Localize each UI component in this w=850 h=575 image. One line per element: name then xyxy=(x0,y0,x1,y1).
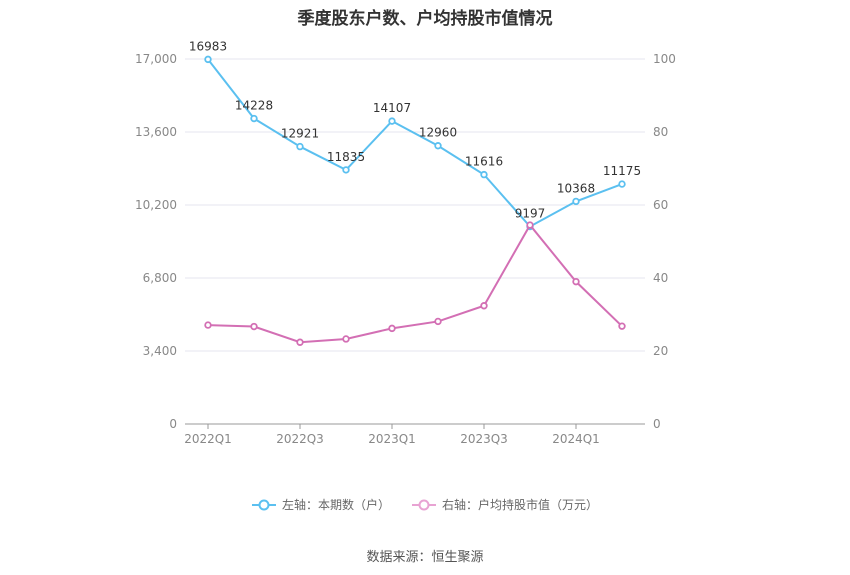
x-tick-label: 2023Q1 xyxy=(368,432,416,446)
right-axis-ticks: 0 20 40 60 80 100 xyxy=(653,52,676,431)
legend-item-avg-value[interactable]: 右轴：户均持股市值（万元） xyxy=(412,496,598,513)
series-line-1 xyxy=(207,223,623,344)
left-tick-label: 10,200 xyxy=(135,198,177,212)
legend-item-households[interactable]: 左轴：本期数（户） xyxy=(251,496,390,513)
data-point xyxy=(250,114,258,123)
x-tick-label: 2022Q3 xyxy=(276,432,324,446)
chart-svg: 0 3,400 6,800 10,200 13,600 17,000 0 20 40 60 80 1… xyxy=(135,39,676,446)
left-tick-label: 6,800 xyxy=(143,271,177,285)
data-label: 14228 xyxy=(235,99,273,113)
data-point xyxy=(342,166,350,174)
data-label: 11616 xyxy=(465,155,503,169)
x-tick-label: 2023Q3 xyxy=(460,432,508,446)
data-point xyxy=(296,338,304,346)
data-label: 12960 xyxy=(419,126,457,140)
chart-title: 季度股东户数、户均持股市值情况 xyxy=(297,9,553,29)
data-point xyxy=(342,335,350,343)
data-point xyxy=(388,117,396,125)
data-point xyxy=(388,324,396,333)
x-tick-label: 2024Q1 xyxy=(552,432,600,446)
data-point xyxy=(296,142,304,151)
right-tick-label: 100 xyxy=(653,52,676,66)
x-tick-label: 2022Q1 xyxy=(184,432,232,446)
legend-line-icon xyxy=(412,499,436,510)
legend-label: 右轴：户均持股市值（万元） xyxy=(442,498,599,512)
right-tick-label: 80 xyxy=(653,125,668,139)
data-point xyxy=(204,55,212,64)
data-point xyxy=(618,180,626,188)
data-label: 14107 xyxy=(373,101,411,115)
right-tick-label: 60 xyxy=(653,198,668,212)
series-group: 16983 14228 12921 11835 14107 12960 11616 9197 1… xyxy=(189,39,641,346)
right-tick-label: 40 xyxy=(653,271,668,285)
data-label: 9197 xyxy=(515,207,546,221)
data-point xyxy=(434,142,442,150)
data-label: 16983 xyxy=(189,39,227,53)
legend-line-icon xyxy=(251,499,276,510)
data-point xyxy=(572,277,580,286)
legend: 左轴：本期数（户） 右轴：户均持股市值（万元） xyxy=(0,496,850,513)
data-point xyxy=(480,170,488,179)
left-tick-label: 13,600 xyxy=(135,125,177,139)
left-tick-label: 17,000 xyxy=(135,52,177,66)
x-axis: 2022Q1 2022Q3 2023Q1 2023Q3 2024Q1 xyxy=(184,423,645,446)
data-label: 11835 xyxy=(327,150,365,164)
source-note: 数据来源：恒生聚源 xyxy=(366,550,484,565)
data-label: 10368 xyxy=(557,181,595,195)
data-point xyxy=(250,322,258,331)
left-tick-label: 0 xyxy=(169,417,177,431)
data-point xyxy=(526,221,534,229)
data-label: 12921 xyxy=(281,127,319,141)
data-point xyxy=(618,322,626,330)
left-axis-ticks: 0 3,400 6,800 10,200 13,600 17,000 xyxy=(135,52,177,431)
data-point xyxy=(480,302,488,310)
data-point xyxy=(572,197,580,206)
right-tick-label: 0 xyxy=(653,417,661,431)
data-point xyxy=(204,321,212,329)
data-point xyxy=(434,317,442,326)
series-line-0 xyxy=(207,58,623,228)
legend-label: 左轴：本期数（户） xyxy=(281,498,390,512)
left-tick-label: 3,400 xyxy=(143,344,177,358)
data-label: 11175 xyxy=(603,164,641,178)
right-tick-label: 20 xyxy=(653,344,668,358)
